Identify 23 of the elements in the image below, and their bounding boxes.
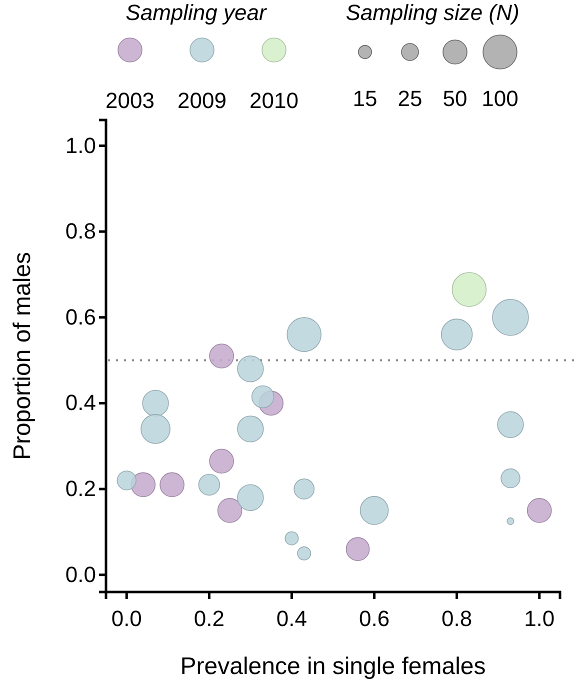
legend-label: 2003 xyxy=(106,88,154,113)
y-tick-label: 0.2 xyxy=(65,476,96,502)
legend-label: 25 xyxy=(398,86,422,111)
y-axis-title: Proportion of males xyxy=(9,252,36,460)
x-tick-label: 0.8 xyxy=(442,606,472,632)
x-tick-label: 0.2 xyxy=(194,606,224,632)
y-tick-label: 0.8 xyxy=(65,218,96,244)
x-tick-label: 0.6 xyxy=(358,606,390,632)
legend-label: 100 xyxy=(482,86,518,111)
x-axis-title: Prevalence in single females xyxy=(180,653,486,680)
legend-title: Sampling year xyxy=(126,0,268,25)
legend-label: 15 xyxy=(352,86,378,111)
y-tick-label: 0.6 xyxy=(65,304,96,330)
x-tick-label: 0.0 xyxy=(111,606,142,632)
x-tick-label: 0.4 xyxy=(276,606,308,632)
x-tick-label: 1.0 xyxy=(524,606,555,632)
y-tick-label: 0.4 xyxy=(65,390,96,416)
y-tick-label: 0.0 xyxy=(65,562,96,587)
text: Sampling size (N) xyxy=(346,0,520,25)
legend-label: 2009 xyxy=(178,88,226,113)
y-tick-label: 1.0 xyxy=(65,132,96,158)
legend-label: 2010 xyxy=(250,88,298,113)
legend-label: 50 xyxy=(442,86,468,111)
